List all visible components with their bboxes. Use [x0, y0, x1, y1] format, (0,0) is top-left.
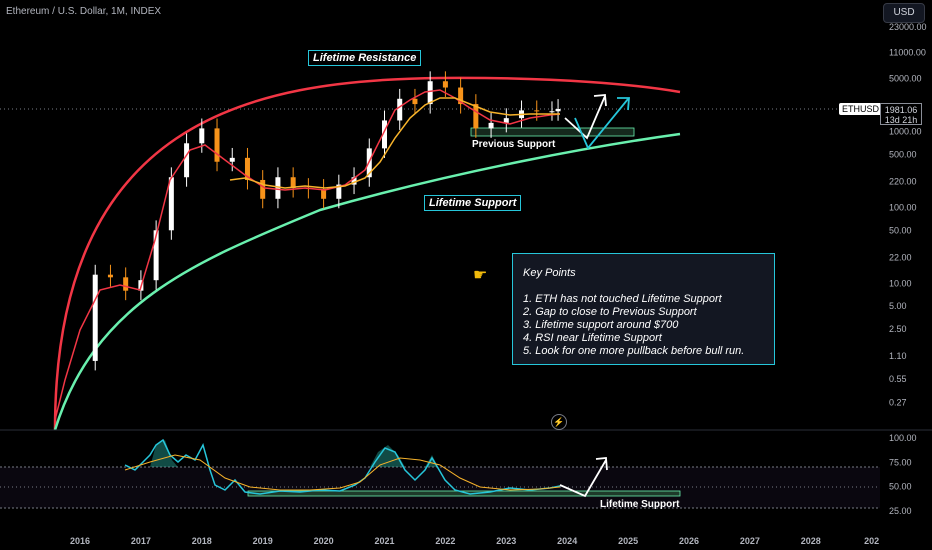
symbol-price-tag: ETHUSD [839, 103, 883, 115]
previous-support-zone [470, 127, 635, 137]
rsi-tick-label: 75.00 [889, 457, 912, 467]
candle-body [427, 81, 433, 105]
projection-arrow-blue [574, 98, 629, 150]
rsi-tick-label: 25.00 [889, 506, 912, 516]
price-tick-label: 1.10 [889, 351, 907, 361]
time-tick-label: 2023 [496, 536, 516, 546]
time-tick-label: 2028 [801, 536, 821, 546]
time-tick-label: 2020 [314, 536, 334, 546]
key-points-box[interactable]: Key Points 1. ETH has not touched Lifeti… [512, 253, 775, 365]
rsi-lifetime-support-label[interactable]: Lifetime Support [600, 499, 680, 510]
price-tick-label: 500.00 [889, 149, 917, 159]
time-tick-label: 2019 [253, 536, 273, 546]
candle-body [107, 274, 113, 278]
projection-arrow-white [564, 95, 606, 140]
candle-body [397, 98, 403, 121]
candle-body [199, 128, 205, 144]
candle-body [534, 110, 540, 112]
bar-countdown: 13d 21h [884, 115, 918, 125]
lifetime-resistance-curve [53, 76, 681, 431]
price-tick-label: 5000.00 [889, 73, 922, 83]
ema-slow-line [229, 97, 560, 189]
candle-body [458, 87, 464, 105]
candle-body [123, 277, 129, 291]
time-tick-label: 2016 [70, 536, 90, 546]
time-tick-label: 202 [864, 536, 879, 546]
candle-body [260, 179, 266, 199]
rsi-support-zone [247, 490, 681, 497]
candle-body [549, 111, 555, 113]
rsi-line [124, 438, 561, 495]
price-tick-label: 50.00 [889, 225, 912, 235]
candle-body [321, 188, 327, 199]
ema-fast-line [54, 89, 561, 421]
candle-body [382, 120, 387, 149]
rsi-projection-arrow-head [595, 457, 608, 471]
candle-body [92, 274, 98, 361]
price-tick-label: 0.27 [889, 397, 907, 407]
rsi-tick-label: 50.00 [889, 482, 912, 492]
key-point-1: 1. ETH has not touched Lifetime Support [523, 293, 722, 305]
price-tick-label: 5.00 [889, 301, 907, 311]
rsi-projection-arrow [559, 459, 607, 498]
time-tick-label: 2022 [435, 536, 455, 546]
pointing-hand-icon: ☛ [473, 267, 488, 284]
rsi-pane [0, 438, 880, 509]
rsi-axis[interactable]: 100.00 75.00 50.00 25.00 [889, 433, 917, 516]
price-tick-label: 11000.00 [889, 47, 926, 57]
key-point-4: 4. RSI near Lifetime Support [523, 332, 662, 344]
key-point-5: 5. Look for one more pullback before bul… [523, 345, 745, 357]
price-pane [0, 71, 880, 431]
current-price-value: 1981.06 [884, 105, 918, 115]
lifetime-resistance-label[interactable]: Lifetime Resistance [308, 50, 422, 66]
time-tick-label: 2017 [131, 536, 151, 546]
key-points-title: Key Points [523, 267, 576, 279]
candle-body [290, 177, 296, 189]
candle-body [442, 81, 448, 88]
time-tick-label: 2025 [618, 536, 638, 546]
candle-body [336, 184, 342, 199]
time-tick-label: 2021 [374, 536, 394, 546]
time-axis[interactable]: 2016 2017 2018 2019 2020 2021 2022 2023 2024 2025… [70, 536, 879, 546]
price-tick-label: 220.00 [889, 176, 917, 186]
lightning-icon[interactable]: ⚡ [551, 414, 567, 430]
key-point-3: 3. Lifetime support around $700 [523, 319, 679, 331]
key-point-2: 2. Gap to close to Previous Support [523, 306, 697, 318]
price-tick-label: 0.55 [889, 374, 907, 384]
candle-body [214, 128, 220, 162]
symbol-header: Ethereum / U.S. Dollar, 1M, INDEX [6, 6, 162, 17]
candle-body [503, 118, 509, 123]
time-tick-label: 2026 [679, 536, 699, 546]
candle-body [168, 177, 174, 231]
rsi-ma-line [124, 454, 561, 491]
candle-body [555, 109, 561, 112]
projection-arrow-blue-head [617, 97, 630, 111]
currency-button[interactable]: USD [883, 3, 925, 23]
candle-body [473, 104, 479, 129]
time-tick-label: 2027 [740, 536, 760, 546]
projection-arrow-white-head [593, 94, 607, 107]
candle-body [184, 143, 190, 178]
candle-body [153, 230, 159, 281]
candles [92, 71, 561, 371]
rsi-tick-label: 100.00 [889, 433, 917, 443]
price-tick-label: 2.50 [889, 324, 907, 334]
time-tick-label: 2024 [557, 536, 577, 546]
previous-support-label[interactable]: Previous Support [472, 139, 556, 150]
price-tick-label: 10.00 [889, 278, 912, 288]
candle-body [275, 177, 281, 199]
price-tick-label: 100.00 [889, 202, 917, 212]
candle-body [244, 157, 250, 180]
current-price-box: 1981.06 13d 21h [880, 103, 922, 125]
price-tick-label: 1000.00 [889, 127, 922, 137]
candle-body [412, 98, 418, 105]
lifetime-support-label[interactable]: Lifetime Support [424, 195, 522, 211]
candle-body [229, 157, 235, 162]
time-tick-label: 2018 [192, 536, 212, 546]
price-tick-label: 23000.00 [889, 22, 927, 32]
candle-body [488, 122, 494, 129]
candle-body [351, 177, 357, 185]
price-tick-label: 22.00 [889, 252, 912, 262]
